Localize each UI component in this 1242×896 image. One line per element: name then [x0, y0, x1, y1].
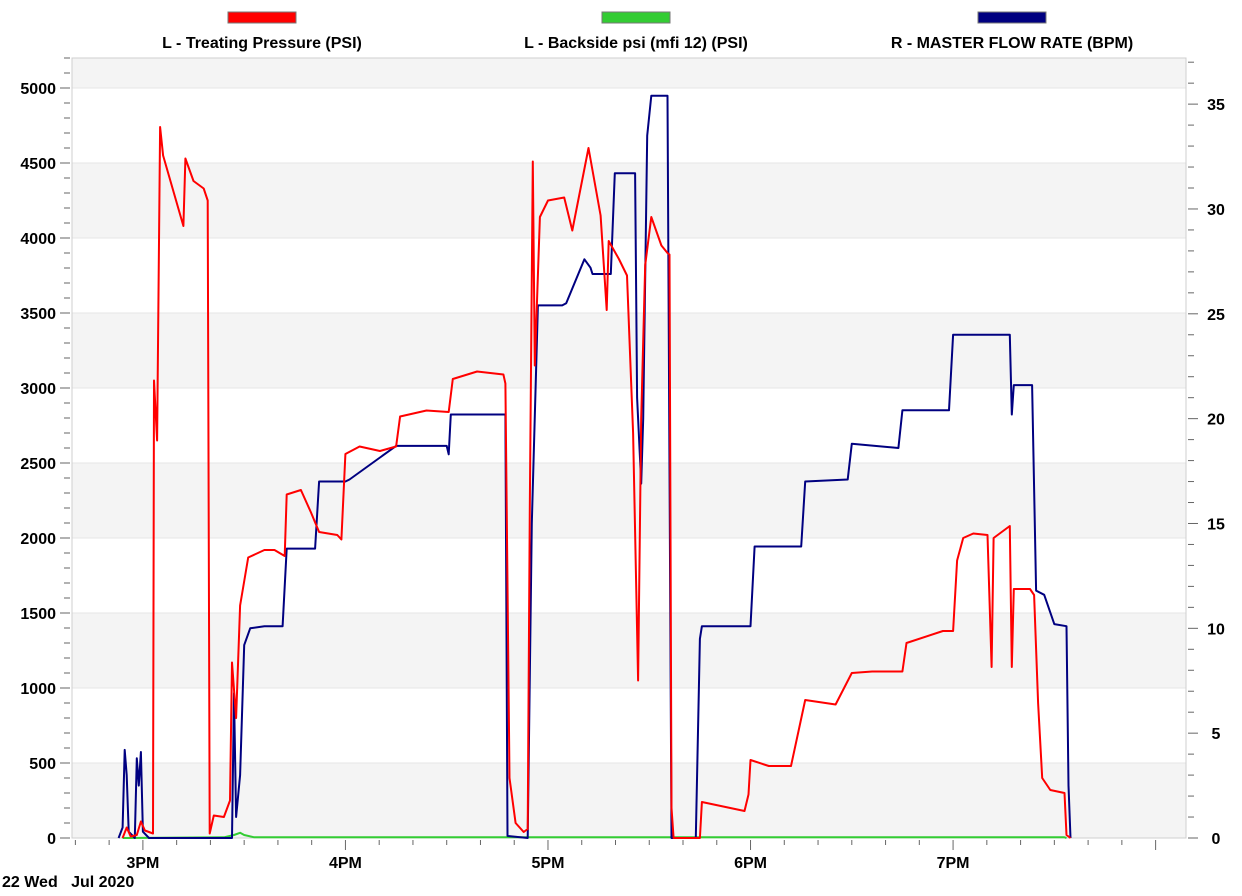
left-axis-tick-label: 0	[47, 831, 56, 848]
right-axis-tick-label: 35	[1207, 97, 1225, 114]
right-axis-tick-label: 0	[1212, 831, 1221, 848]
grid-band	[72, 463, 1186, 538]
right-axis: 0 5 10 15 20 25 30 35	[1188, 61, 1225, 848]
x-axis: 3PM 4PM 5PM 6PM 7PM	[74, 840, 1157, 872]
left-axis-tick-label: 1000	[20, 681, 56, 698]
legend-label: L - Backside psi (mfi 12) (PSI)	[524, 35, 748, 52]
x-axis-tick-label: 3PM	[126, 855, 159, 872]
left-axis-tick-label: 1500	[20, 606, 56, 623]
right-axis-tick-label: 10	[1207, 621, 1225, 638]
grid-band	[72, 613, 1186, 688]
legend-swatch	[977, 11, 1047, 24]
x-axis-tick-label: 4PM	[329, 855, 362, 872]
right-axis-tick-label: 5	[1212, 726, 1221, 743]
left-axis-tick-label: 4500	[20, 156, 56, 173]
left-axis-tick-label: 2500	[20, 456, 56, 473]
right-axis-tick-label: 20	[1207, 412, 1225, 429]
date-label: 22 Wed Jul 2020	[2, 874, 135, 891]
right-axis-tick-label: 25	[1207, 307, 1225, 324]
series-lines	[117, 94, 1072, 839]
grid-band	[72, 763, 1186, 838]
legend-swatch	[601, 11, 671, 24]
legend: L - Treating Pressure (PSI) L - Backside …	[162, 11, 1133, 52]
legend-label: L - Treating Pressure (PSI)	[162, 35, 362, 52]
left-axis-tick-label: 3500	[20, 306, 56, 323]
left-axis: 0 500 1000 1500 2000 2500 3000 3500 4000 4500 5000	[20, 57, 70, 848]
left-axis-tick-label: 5000	[20, 81, 56, 98]
x-axis-tick-label: 7PM	[937, 855, 970, 872]
left-axis-tick-label: 4000	[20, 231, 56, 248]
background-bands	[72, 58, 1186, 838]
x-axis-tick-label: 6PM	[734, 855, 767, 872]
series-line-l-treating-pressure-psi	[121, 126, 1072, 839]
left-axis-tick-label: 500	[29, 756, 56, 773]
right-axis-tick-label: 30	[1207, 202, 1225, 219]
grid-band	[72, 163, 1186, 238]
legend-label: R - MASTER FLOW RATE (BPM)	[891, 35, 1133, 52]
left-axis-tick-label: 3000	[20, 381, 56, 398]
left-axis-tick-label: 2000	[20, 531, 56, 548]
x-axis-tick-label: 5PM	[532, 855, 565, 872]
legend-swatch	[227, 11, 297, 24]
grid-band	[72, 58, 1186, 88]
right-axis-tick-label: 15	[1207, 516, 1225, 533]
